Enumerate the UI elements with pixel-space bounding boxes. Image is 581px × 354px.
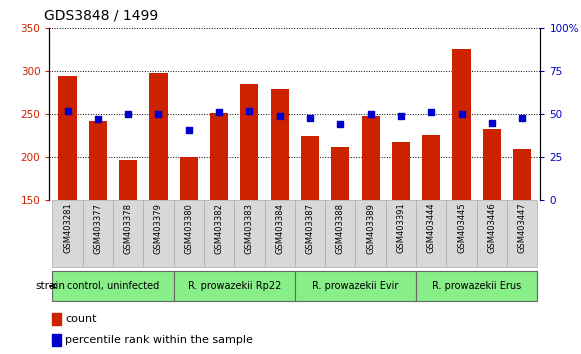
Text: GSM403379: GSM403379	[154, 203, 163, 253]
FancyBboxPatch shape	[356, 200, 386, 267]
FancyBboxPatch shape	[446, 200, 476, 267]
Text: R. prowazekii Evir: R. prowazekii Evir	[312, 281, 399, 291]
Point	[457, 111, 466, 117]
Text: GSM403387: GSM403387	[306, 203, 314, 254]
Text: GSM403383: GSM403383	[245, 203, 254, 254]
FancyBboxPatch shape	[264, 200, 295, 267]
Bar	[52, 334, 60, 346]
Bar	[453, 49, 471, 200]
FancyBboxPatch shape	[113, 200, 144, 267]
Text: GSM403446: GSM403446	[487, 203, 496, 253]
Point	[63, 108, 72, 114]
Point	[518, 115, 527, 120]
Bar	[89, 121, 107, 200]
Bar	[513, 149, 531, 200]
Point	[245, 108, 254, 114]
Point	[366, 111, 375, 117]
Text: count: count	[65, 314, 96, 324]
FancyBboxPatch shape	[325, 200, 356, 267]
Text: GSM403389: GSM403389	[366, 203, 375, 253]
FancyBboxPatch shape	[234, 200, 264, 267]
Text: GDS3848 / 1499: GDS3848 / 1499	[44, 9, 158, 23]
FancyBboxPatch shape	[416, 271, 537, 301]
FancyBboxPatch shape	[476, 200, 507, 267]
FancyBboxPatch shape	[295, 200, 325, 267]
Bar	[422, 135, 440, 200]
FancyBboxPatch shape	[386, 200, 416, 267]
FancyBboxPatch shape	[295, 271, 416, 301]
Bar	[149, 73, 167, 200]
Bar	[180, 157, 198, 200]
Point	[336, 122, 345, 127]
Text: percentile rank within the sample: percentile rank within the sample	[65, 335, 253, 345]
Point	[124, 111, 133, 117]
Point	[426, 110, 436, 115]
Point	[93, 116, 102, 122]
Bar	[301, 137, 319, 200]
Point	[184, 127, 193, 132]
Bar	[392, 143, 410, 200]
Point	[396, 113, 406, 119]
Bar	[52, 313, 60, 325]
FancyBboxPatch shape	[174, 200, 204, 267]
Bar	[271, 89, 289, 200]
Text: GSM403380: GSM403380	[184, 203, 193, 253]
Text: R. prowazekii Erus: R. prowazekii Erus	[432, 281, 521, 291]
Bar	[59, 75, 77, 200]
Point	[275, 113, 284, 119]
Text: GSM403391: GSM403391	[396, 203, 406, 253]
FancyBboxPatch shape	[52, 200, 83, 267]
FancyBboxPatch shape	[507, 200, 537, 267]
Point	[306, 115, 315, 120]
Bar	[361, 116, 380, 200]
Text: GSM403377: GSM403377	[94, 203, 102, 254]
Point	[214, 110, 224, 115]
Bar	[119, 160, 137, 200]
FancyBboxPatch shape	[83, 200, 113, 267]
FancyBboxPatch shape	[416, 200, 446, 267]
Text: GSM403447: GSM403447	[518, 203, 526, 253]
Text: GSM403388: GSM403388	[336, 203, 345, 254]
FancyBboxPatch shape	[174, 271, 295, 301]
FancyBboxPatch shape	[204, 200, 234, 267]
Bar	[331, 147, 349, 200]
FancyBboxPatch shape	[52, 271, 174, 301]
Bar	[483, 129, 501, 200]
FancyBboxPatch shape	[144, 200, 174, 267]
Text: GSM403378: GSM403378	[124, 203, 132, 254]
Bar	[210, 113, 228, 200]
Text: GSM403281: GSM403281	[63, 203, 72, 253]
Point	[154, 111, 163, 117]
Text: control, uninfected: control, uninfected	[67, 281, 159, 291]
Point	[487, 120, 497, 126]
Text: strain: strain	[35, 281, 65, 291]
Text: GSM403444: GSM403444	[426, 203, 436, 253]
Text: GSM403445: GSM403445	[457, 203, 466, 253]
Text: GSM403384: GSM403384	[275, 203, 284, 253]
Bar	[241, 84, 259, 200]
Text: GSM403382: GSM403382	[214, 203, 224, 253]
Text: R. prowazekii Rp22: R. prowazekii Rp22	[188, 281, 281, 291]
